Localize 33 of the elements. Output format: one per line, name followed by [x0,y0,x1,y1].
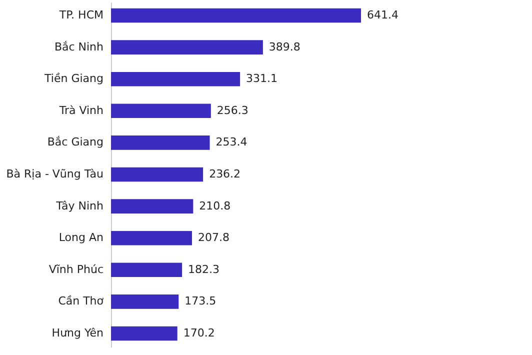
bar [111,199,194,214]
y-tick-label: Hưng Yên [52,326,104,340]
bar [111,326,178,341]
bar [111,72,240,86]
data-label: 331.1 [246,72,278,86]
y-tick-label: Cần Thơ [58,294,104,308]
data-label: 210.8 [199,199,231,212]
bar [111,40,263,54]
bar [111,167,204,182]
y-tick-label: Trà Vinh [58,104,104,117]
y-tick-label: Bà Rịa - Vũng Tàu [6,168,104,180]
data-label: 253.4 [216,136,248,149]
data-label: 173.5 [184,294,216,308]
data-label: 207.8 [198,231,230,244]
data-label: 389.8 [268,40,300,54]
data-label: 170.2 [183,326,215,340]
data-label: 256.3 [216,104,248,117]
bar [111,230,192,246]
data-label: 236.2 [209,168,241,180]
data-label: 641.4 [367,8,398,22]
y-tick-label: Bắc Ninh [54,40,104,54]
bar [111,136,210,150]
y-tick-label: Vĩnh Phúc [48,262,104,276]
y-tick-label: TP. HCM [58,8,104,22]
y-tick-label: Tiền Giang [44,72,104,86]
y-tick-label: Long An [58,231,104,244]
y-tick-label: Tây Ninh [55,199,104,212]
y-tick-label: Bắc Giang [47,136,104,149]
bar [111,294,179,309]
bar [111,8,361,23]
bar [111,104,211,118]
bar [111,262,182,278]
data-label: 182.3 [188,262,220,276]
